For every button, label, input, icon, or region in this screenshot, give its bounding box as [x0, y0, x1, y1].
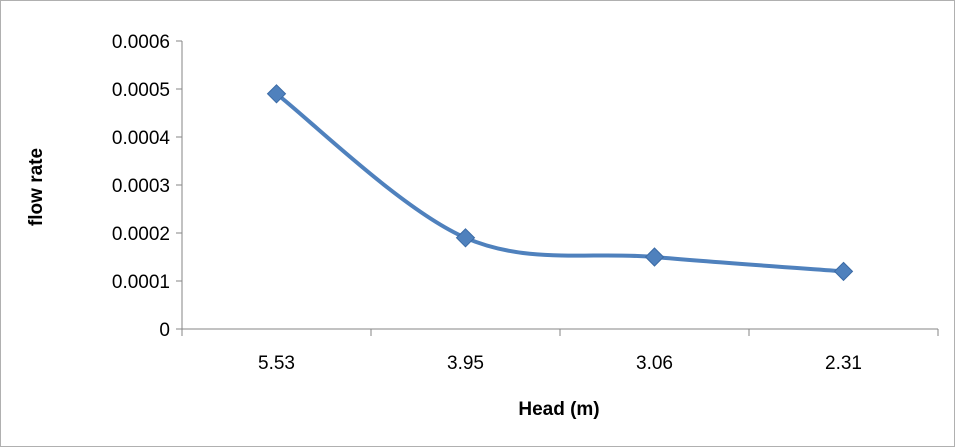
y-tick-label: 0.0003 [112, 176, 170, 197]
y-tick-label: 0 [159, 320, 170, 341]
x-axis-title: Head (m) [518, 399, 599, 420]
series-line [274, 91, 846, 274]
y-axis: 0 0.0001 0.0002 0.0003 0.0004 0.0005 0.0006 [112, 32, 183, 341]
series-group [266, 84, 854, 282]
x-tick-label: 3.95 [447, 353, 484, 374]
x-tick-label: 2.31 [825, 353, 862, 374]
y-tick-label: 0.0005 [112, 80, 170, 101]
y-tick-label: 0.0002 [112, 224, 170, 245]
data-point-marker [644, 247, 665, 267]
y-tick-label: 0.0001 [112, 272, 170, 293]
data-point-marker [455, 228, 476, 248]
y-axis-title: flow rate [26, 148, 47, 226]
x-tick-label: 3.06 [636, 353, 673, 374]
data-point-marker [266, 84, 287, 104]
data-point-marker [833, 261, 854, 282]
y-tick-label: 0.0006 [112, 32, 170, 53]
y-tick-label: 0.0004 [112, 128, 171, 149]
x-axis: 5.53 3.95 3.06 2.31 [181, 328, 939, 374]
x-tick-label: 5.53 [258, 353, 295, 374]
